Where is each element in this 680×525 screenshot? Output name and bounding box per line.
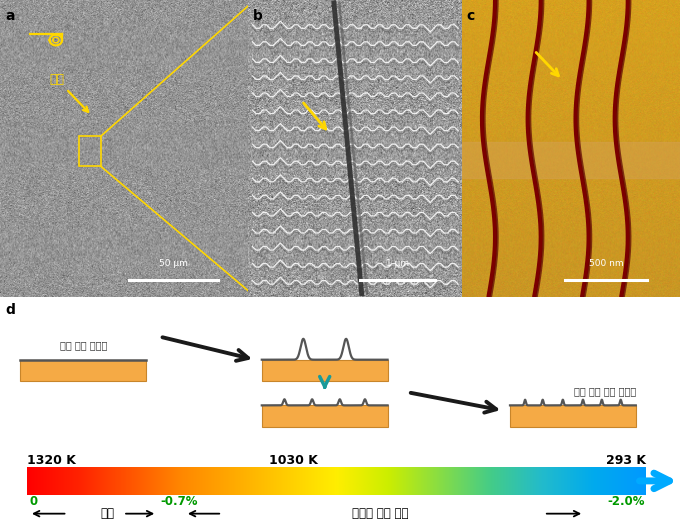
Text: 잔결과 전류 응력: 잔결과 전류 응력 [352,507,408,520]
Text: c: c [466,9,475,23]
Text: -2.0%: -2.0% [607,496,645,508]
Text: d: d [5,303,16,317]
Text: 50 μm: 50 μm [159,259,188,268]
Text: b: b [252,9,262,23]
Text: 1030 K: 1030 K [269,454,318,467]
Text: 1320 K: 1320 K [27,454,76,467]
Text: 압축 응력 받은 그래핀: 압축 응력 받은 그래핀 [573,386,636,396]
Text: 응력 없는 그래핀: 응력 없는 그래핀 [60,340,107,350]
Bar [80,136,101,166]
Text: 1 μm: 1 μm [386,259,409,268]
Text: 293 K: 293 K [606,454,646,467]
Bar [262,405,388,427]
Bar [20,360,146,382]
Bar [262,360,388,382]
Bar [510,405,636,427]
Text: a: a [5,9,14,23]
Text: 접힌: 접힌 [50,73,88,112]
Text: 0: 0 [29,496,37,508]
Text: 500 nm: 500 nm [589,259,624,268]
Text: 접힌: 접힌 [101,507,115,520]
Text: -0.7%: -0.7% [160,496,198,508]
